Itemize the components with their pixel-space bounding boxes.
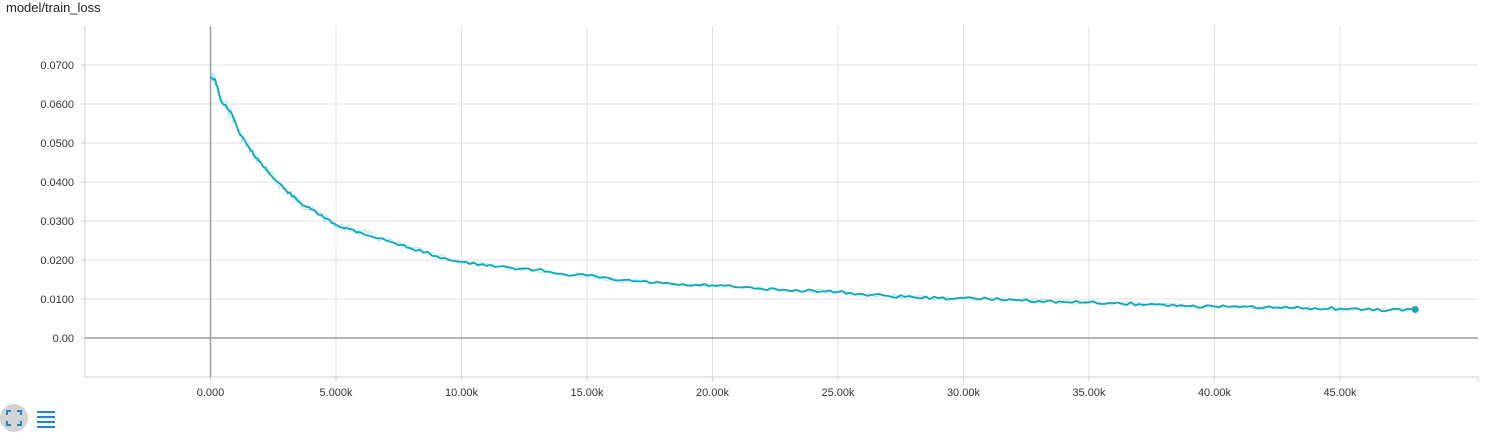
- x-tick-label: 5.000k: [319, 387, 353, 399]
- fullscreen-button[interactable]: [0, 404, 28, 432]
- x-tick-label: 45.00k: [1323, 387, 1357, 399]
- toggle-data-button[interactable]: [34, 407, 58, 431]
- y-tick-label: 0.0100: [40, 294, 74, 306]
- y-tick-label: 0.0700: [40, 60, 74, 72]
- x-tick-label: 25.00k: [821, 387, 855, 399]
- axes: [81, 26, 1479, 381]
- chart-controls: [0, 404, 80, 436]
- x-tick-label: 35.00k: [1072, 387, 1106, 399]
- x-tick-label: 0.000: [197, 387, 225, 399]
- y-tick-label: 0.0500: [40, 138, 74, 150]
- series-line: [209, 76, 1416, 313]
- list-icon: [37, 411, 55, 428]
- y-tick-label: 0.0400: [40, 177, 74, 189]
- x-tick-label: 20.00k: [696, 387, 730, 399]
- y-tick-label: 0.0200: [40, 255, 74, 267]
- tick-labels: 0.000 5.000k 10.00k 15.00k 20.00k 25.00k 30.00…: [40, 60, 1357, 399]
- x-tick-label: 10.00k: [445, 387, 479, 399]
- fullscreen-icon: [6, 410, 22, 426]
- y-tick-label: 0.00: [53, 333, 74, 345]
- x-tick-label: 30.00k: [947, 387, 981, 399]
- series-raw-line: [209, 71, 1416, 313]
- series-layer: [209, 71, 1419, 314]
- y-tick-label: 0.0600: [40, 99, 74, 111]
- chart-title: model/train_loss: [6, 0, 101, 15]
- x-tick-label: 40.00k: [1198, 387, 1232, 399]
- y-tick-label: 0.0300: [40, 216, 74, 228]
- series-end-point: [1411, 306, 1419, 314]
- x-tick-label: 15.00k: [570, 387, 604, 399]
- chart-plot: 0.000 5.000k 10.00k 15.00k 20.00k 25.00k 30.00…: [40, 26, 1479, 399]
- grid: [85, 26, 1478, 377]
